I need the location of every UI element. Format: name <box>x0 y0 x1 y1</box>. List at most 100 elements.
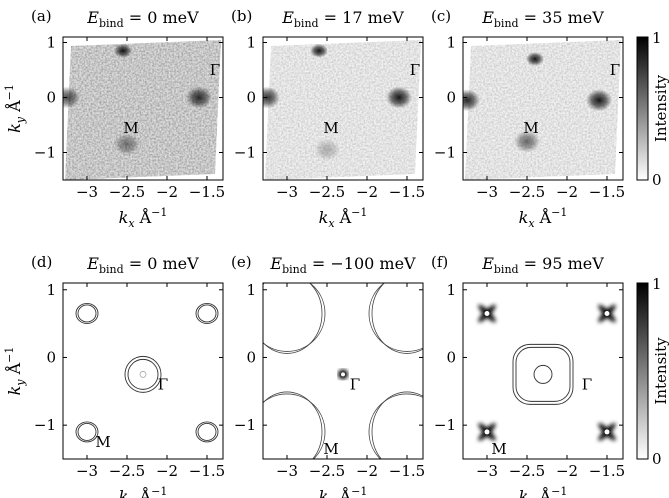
x-tick-label: −2.5 <box>109 462 145 480</box>
plot-area: ΓM <box>463 283 623 459</box>
panel-e: ΓM−3−2.5−2−1.510−1(e)Ebind = −100 meVkx … <box>231 253 425 498</box>
colorbar-gradient <box>636 282 649 460</box>
fermi-contour <box>533 364 553 384</box>
intensity-spot <box>114 43 132 58</box>
symmetry-point-m: M <box>523 119 538 137</box>
colorbar: 1 0 Intensity <box>636 29 669 189</box>
x-tick-label: −1.5 <box>189 462 225 480</box>
colorbar-tick-min: 0 <box>652 171 662 189</box>
fermi-contour <box>77 304 97 323</box>
intensity-spot <box>114 133 140 156</box>
axes-frame <box>62 282 224 460</box>
x-tick-label: −2.5 <box>109 183 145 201</box>
x-tick-label: −2 <box>356 462 378 480</box>
fermi-contour <box>263 393 326 459</box>
x-tick-label: −1.5 <box>389 183 425 201</box>
x-tick-label: −2.5 <box>309 462 345 480</box>
y-tick-label: −1 <box>434 144 456 162</box>
y-tick-label: −1 <box>34 144 56 162</box>
panel-title: Ebind = 17 meV <box>281 8 404 30</box>
x-tick-label: −2.5 <box>509 183 545 201</box>
y-tick-label: 1 <box>446 34 456 52</box>
x-tick-label: −2.5 <box>309 183 345 201</box>
plot-area: ΓM <box>263 283 423 459</box>
colorbar-tick-max: 1 <box>652 29 662 47</box>
intensity-spot <box>186 86 212 109</box>
x-axis-label: kx Å−1 <box>519 485 568 498</box>
x-tick-label: −1.5 <box>589 462 625 480</box>
x-tick-label: −2 <box>356 183 378 201</box>
noise-texture <box>65 40 221 180</box>
x-tick-label: −3 <box>476 183 498 201</box>
x-tick-label: −3 <box>276 183 298 201</box>
x-tick-label: −3 <box>76 462 98 480</box>
panel-label: (d) <box>31 253 52 271</box>
colorbar-label: Intensity <box>652 74 669 142</box>
colorbar-gradient <box>636 36 649 181</box>
x-tick-label: −2 <box>556 462 578 480</box>
fermi-contour <box>195 303 219 324</box>
axes-frame <box>462 282 624 460</box>
intensity-spot <box>263 86 280 109</box>
y-tick-label: −1 <box>234 416 256 434</box>
panel-label: (c) <box>431 7 451 25</box>
symmetry-point-gamma: Γ <box>410 61 420 79</box>
x-tick-label: −2 <box>156 462 178 480</box>
panel-title: Ebind = −100 meV <box>269 254 416 276</box>
symmetry-point-m: M <box>123 119 138 137</box>
plot-area: ΓM <box>63 40 221 180</box>
y-tick-label: 1 <box>446 281 456 299</box>
symmetry-point-gamma: Γ <box>610 61 620 79</box>
y-axis-label: ky Å−1 <box>3 84 27 133</box>
intensity-spot <box>526 52 544 66</box>
x-axis-label: kx Å−1 <box>519 206 568 230</box>
x-tick-label: −2 <box>556 183 578 201</box>
x-tick-label: −2 <box>156 183 178 201</box>
y-tick-label: 0 <box>46 89 56 107</box>
fermi-contour <box>371 391 423 459</box>
y-tick-label: −1 <box>434 416 456 434</box>
fermi-contour <box>139 371 147 378</box>
intensity-spot <box>310 43 328 58</box>
x-axis-label: kx Å−1 <box>119 206 168 230</box>
y-tick-label: 0 <box>46 348 56 366</box>
symmetry-point-m: M <box>491 440 506 458</box>
x-tick-label: −3 <box>76 183 98 201</box>
panel-label: (b) <box>231 7 252 25</box>
fermi-contour <box>263 391 323 459</box>
intensity-spot <box>386 86 412 109</box>
y-tick-label: 1 <box>246 34 256 52</box>
fermi-contour <box>195 421 219 443</box>
symmetry-point-gamma: Γ <box>582 376 592 394</box>
colorbar-tick-min: 0 <box>652 450 662 468</box>
x-tick-label: −3 <box>276 462 298 480</box>
y-tick-label: 1 <box>246 281 256 299</box>
axes-frame <box>262 282 424 460</box>
y-tick-label: 0 <box>446 89 456 107</box>
fermi-contour <box>77 422 97 441</box>
intensity-spot <box>314 138 340 161</box>
fermi-contour <box>368 283 423 352</box>
axes-frame <box>262 36 424 181</box>
fermi-contour <box>512 343 574 405</box>
fermi-contour <box>127 358 159 390</box>
fermi-contour <box>197 304 217 323</box>
panel-label: (f) <box>431 253 448 271</box>
panel-title: Ebind = 95 meV <box>481 254 604 276</box>
noise-texture <box>265 40 421 180</box>
plot-area: ΓM <box>263 40 421 180</box>
symmetry-point-m: M <box>95 433 110 451</box>
fermi-contour <box>124 355 162 393</box>
colorbar-label: Intensity <box>652 337 669 405</box>
x-tick-label: −1.5 <box>389 462 425 480</box>
plot-area: ΓM <box>463 40 621 180</box>
x-axis-label: kx Å−1 <box>119 485 168 498</box>
panel-title: Ebind = 0 meV <box>86 254 199 276</box>
x-axis-label: kx Å−1 <box>319 485 368 498</box>
symmetry-point-gamma: Γ <box>350 376 360 394</box>
